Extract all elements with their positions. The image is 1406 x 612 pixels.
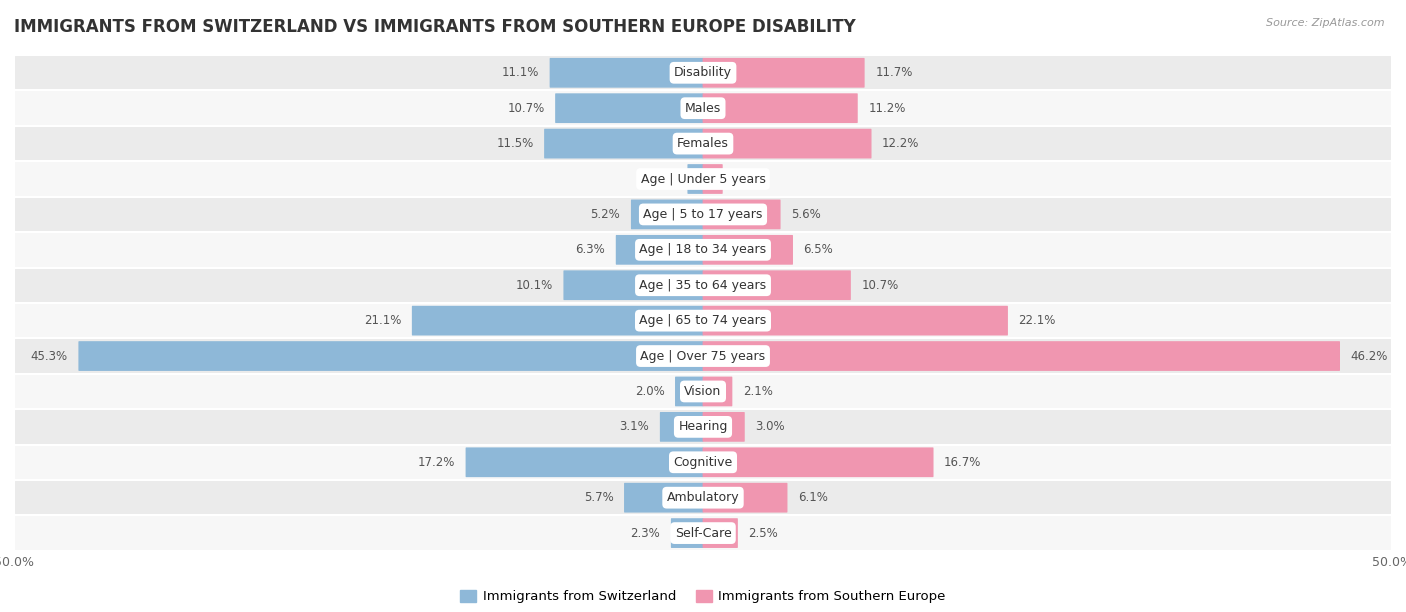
Text: 2.1%: 2.1% [742,385,773,398]
Text: 12.2%: 12.2% [882,137,920,150]
Text: Age | Over 75 years: Age | Over 75 years [641,349,765,362]
FancyBboxPatch shape [624,483,703,513]
FancyBboxPatch shape [14,444,1392,480]
FancyBboxPatch shape [550,58,703,88]
Text: 16.7%: 16.7% [945,456,981,469]
FancyBboxPatch shape [14,374,1392,409]
FancyBboxPatch shape [703,200,780,230]
FancyBboxPatch shape [703,306,1008,335]
Text: Ambulatory: Ambulatory [666,491,740,504]
FancyBboxPatch shape [703,164,723,194]
FancyBboxPatch shape [703,58,865,88]
Text: 5.6%: 5.6% [792,208,821,221]
Text: 5.7%: 5.7% [583,491,613,504]
Text: Age | 5 to 17 years: Age | 5 to 17 years [644,208,762,221]
FancyBboxPatch shape [412,306,703,335]
Text: 6.5%: 6.5% [804,244,834,256]
Text: Age | 35 to 64 years: Age | 35 to 64 years [640,278,766,292]
FancyBboxPatch shape [14,91,1392,126]
Text: 1.1%: 1.1% [647,173,676,185]
Text: 11.5%: 11.5% [496,137,533,150]
FancyBboxPatch shape [659,412,703,442]
FancyBboxPatch shape [703,483,787,513]
Text: Vision: Vision [685,385,721,398]
Text: Hearing: Hearing [678,420,728,433]
FancyBboxPatch shape [555,93,703,123]
Text: IMMIGRANTS FROM SWITZERLAND VS IMMIGRANTS FROM SOUTHERN EUROPE DISABILITY: IMMIGRANTS FROM SWITZERLAND VS IMMIGRANT… [14,18,856,36]
Text: 11.7%: 11.7% [875,66,912,80]
Text: 2.5%: 2.5% [748,526,778,540]
FancyBboxPatch shape [703,376,733,406]
Text: 3.1%: 3.1% [620,420,650,433]
FancyBboxPatch shape [14,162,1392,196]
FancyBboxPatch shape [703,93,858,123]
Text: 46.2%: 46.2% [1351,349,1388,362]
Text: Age | Under 5 years: Age | Under 5 years [641,173,765,185]
Text: 10.7%: 10.7% [862,278,898,292]
FancyBboxPatch shape [703,341,1340,371]
Text: Cognitive: Cognitive [673,456,733,469]
Text: 3.0%: 3.0% [755,420,785,433]
FancyBboxPatch shape [14,55,1392,91]
Text: Age | 65 to 74 years: Age | 65 to 74 years [640,314,766,327]
FancyBboxPatch shape [14,480,1392,515]
Text: 6.3%: 6.3% [575,244,605,256]
FancyBboxPatch shape [14,267,1392,303]
Text: 11.2%: 11.2% [869,102,905,114]
FancyBboxPatch shape [14,409,1392,444]
FancyBboxPatch shape [703,235,793,265]
Text: Males: Males [685,102,721,114]
FancyBboxPatch shape [14,303,1392,338]
Text: Females: Females [678,137,728,150]
FancyBboxPatch shape [79,341,703,371]
FancyBboxPatch shape [631,200,703,230]
Text: 10.7%: 10.7% [508,102,544,114]
Text: Self-Care: Self-Care [675,526,731,540]
FancyBboxPatch shape [703,447,934,477]
Text: Age | 18 to 34 years: Age | 18 to 34 years [640,244,766,256]
Text: 10.1%: 10.1% [516,278,553,292]
FancyBboxPatch shape [688,164,703,194]
FancyBboxPatch shape [703,129,872,159]
Text: Source: ZipAtlas.com: Source: ZipAtlas.com [1267,18,1385,28]
Text: 6.1%: 6.1% [799,491,828,504]
Text: 21.1%: 21.1% [364,314,401,327]
FancyBboxPatch shape [671,518,703,548]
FancyBboxPatch shape [14,126,1392,162]
FancyBboxPatch shape [14,338,1392,374]
FancyBboxPatch shape [703,271,851,300]
FancyBboxPatch shape [675,376,703,406]
Text: Disability: Disability [673,66,733,80]
FancyBboxPatch shape [14,232,1392,267]
FancyBboxPatch shape [564,271,703,300]
Text: 5.2%: 5.2% [591,208,620,221]
FancyBboxPatch shape [703,518,738,548]
Text: 17.2%: 17.2% [418,456,456,469]
Text: 45.3%: 45.3% [31,349,67,362]
Text: 2.0%: 2.0% [634,385,665,398]
Legend: Immigrants from Switzerland, Immigrants from Southern Europe: Immigrants from Switzerland, Immigrants … [456,584,950,609]
Text: 22.1%: 22.1% [1018,314,1056,327]
FancyBboxPatch shape [14,515,1392,551]
FancyBboxPatch shape [703,412,745,442]
Text: 1.4%: 1.4% [734,173,763,185]
FancyBboxPatch shape [616,235,703,265]
Text: 2.3%: 2.3% [630,526,661,540]
FancyBboxPatch shape [14,196,1392,232]
FancyBboxPatch shape [465,447,703,477]
Text: 11.1%: 11.1% [502,66,538,80]
FancyBboxPatch shape [544,129,703,159]
